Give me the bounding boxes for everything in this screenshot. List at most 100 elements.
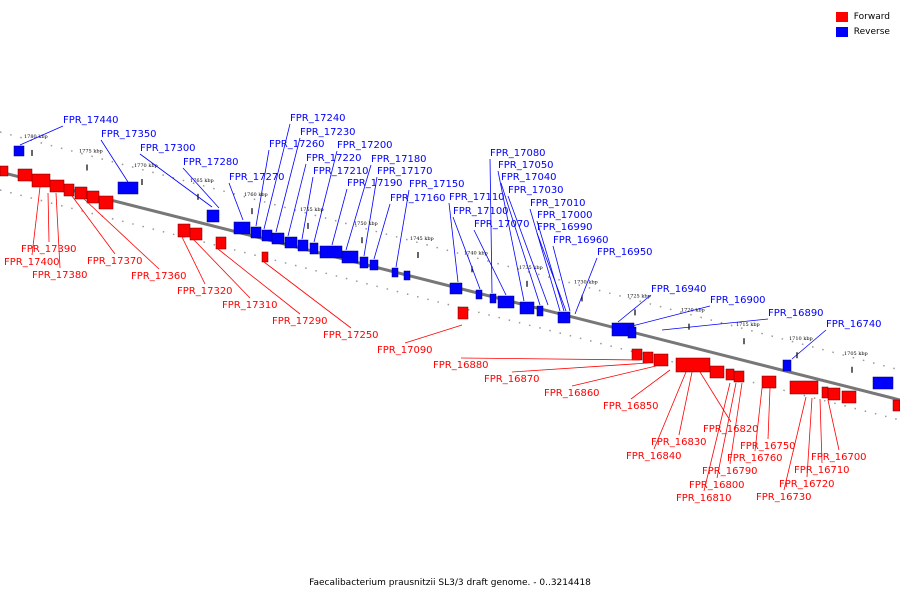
forward-gene-feature xyxy=(841,390,857,404)
reverse-gene-label: FPR_17350 xyxy=(101,129,157,140)
reverse-gene-leader xyxy=(473,229,507,296)
tick-label: 1740 kbp xyxy=(464,250,488,256)
reverse-gene-feature xyxy=(391,267,399,278)
legend-reverse-label: Reverse xyxy=(853,26,890,37)
tick-label: 1765 kbp xyxy=(190,178,214,184)
reverse-gene-label: FPR_16940 xyxy=(651,284,707,295)
forward-gene-feature xyxy=(189,227,203,241)
reverse-gene-feature xyxy=(261,229,273,242)
reverse-gene-leader xyxy=(452,216,481,290)
legend-forward: Forward xyxy=(835,9,890,24)
reverse-gene-feature xyxy=(271,232,285,245)
forward-gene-label: FPR_16700 xyxy=(811,452,867,463)
forward-gene-leader xyxy=(31,186,41,256)
tick-label: 1775 kbp xyxy=(79,148,103,154)
reverse-gene-feature xyxy=(475,289,483,300)
reverse-gene-feature xyxy=(403,270,411,281)
reverse-gene-label: FPR_16990 xyxy=(537,222,593,233)
forward-gene-leader xyxy=(783,396,807,491)
forward-gene-feature xyxy=(642,351,654,364)
reverse-gene-feature xyxy=(519,301,535,315)
reverse-gene-leader xyxy=(529,208,561,312)
reverse-gene-label: FPR_17150 xyxy=(409,179,465,190)
reverse-gene-leader xyxy=(313,150,338,243)
reverse-gene-label: FPR_16960 xyxy=(553,235,609,246)
tick-label: 1780 kbp xyxy=(24,134,48,140)
reverse-gene-label: FPR_17010 xyxy=(530,198,586,209)
forward-swatch xyxy=(835,11,848,22)
tick-label: 1705 kbp xyxy=(844,351,868,357)
forward-gene-feature xyxy=(892,399,900,412)
reverse-gene-label: FPR_17440 xyxy=(63,115,119,126)
reverse-gene-leader xyxy=(536,220,565,312)
forward-gene-label: FPR_17400 xyxy=(4,257,60,268)
reverse-gene-label: FPR_17170 xyxy=(377,166,433,177)
forward-gene-label: FPR_16790 xyxy=(702,466,758,477)
forward-gene-feature xyxy=(261,251,269,263)
forward-gene-leader xyxy=(193,239,251,299)
reverse-gene-label: FPR_17270 xyxy=(229,172,285,183)
forward-gene-leader xyxy=(47,192,50,243)
reverse-gene-feature xyxy=(369,259,379,271)
forward-gene-feature xyxy=(0,165,9,177)
reverse-gene-label: FPR_16740 xyxy=(826,319,882,330)
forward-gene-label: FPR_17290 xyxy=(272,316,328,327)
forward-gene-leader xyxy=(571,365,657,387)
reverse-gene-feature xyxy=(536,305,544,317)
reverse-gene-leader xyxy=(228,182,244,221)
reverse-swatch xyxy=(835,26,848,37)
forward-gene-leader xyxy=(767,387,771,440)
reverse-gene-feature xyxy=(284,236,298,249)
reverse-gene-leader xyxy=(552,245,571,312)
reverse-gene-label: FPR_17220 xyxy=(306,153,362,164)
forward-gene-label: FPR_16880 xyxy=(433,360,489,371)
forward-gene-label: FPR_17250 xyxy=(323,330,379,341)
reverse-gene-feature xyxy=(297,239,309,252)
tick-label: 1735 kbp xyxy=(519,265,543,271)
forward-gene-leader xyxy=(511,362,649,373)
forward-gene-leader xyxy=(754,387,763,452)
tick-label: 1750 kbp xyxy=(354,221,378,227)
reverse-gene-feature xyxy=(497,295,515,309)
reverse-gene-leader xyxy=(791,329,827,360)
reverse-gene-label: FPR_16890 xyxy=(768,308,824,319)
forward-gene-label: FPR_16720 xyxy=(779,479,835,490)
forward-gene-feature xyxy=(709,365,725,379)
forward-gene-leader xyxy=(678,371,693,436)
forward-gene-label: FPR_17380 xyxy=(32,270,88,281)
forward-gene-feature xyxy=(74,186,88,200)
forward-gene-feature xyxy=(215,236,227,250)
forward-gene-feature xyxy=(761,375,777,389)
forward-gene-leader xyxy=(653,371,687,450)
forward-gene-leader xyxy=(263,261,352,329)
forward-gene-label: FPR_16710 xyxy=(794,465,850,476)
reverse-gene-label: FPR_17280 xyxy=(183,157,239,168)
forward-gene-leader xyxy=(729,382,743,465)
reverse-gene-leader xyxy=(507,195,549,306)
reverse-gene-leader xyxy=(19,125,64,146)
reverse-gene-label: FPR_17200 xyxy=(337,140,393,151)
reverse-gene-leader xyxy=(489,158,493,294)
reverse-gene-label: FPR_17110 xyxy=(449,192,505,203)
reverse-gene-leader xyxy=(287,163,307,237)
reverse-gene-feature xyxy=(359,256,369,269)
tick-label: 1760 kbp xyxy=(244,192,268,198)
reverse-gene-label: FPR_17210 xyxy=(313,166,369,177)
reverse-gene-feature xyxy=(117,181,139,195)
forward-gene-feature xyxy=(98,195,114,210)
forward-gene-leader xyxy=(806,397,813,478)
tick-label: 1715 kbp xyxy=(736,322,760,328)
reverse-gene-feature xyxy=(309,242,319,255)
reverse-gene-feature xyxy=(489,293,497,304)
forward-gene-leader xyxy=(460,357,641,361)
forward-gene-feature xyxy=(457,306,469,320)
tick-label: 1725 kbp xyxy=(627,293,651,299)
reverse-gene-leader xyxy=(182,167,220,209)
reverse-gene-feature xyxy=(13,145,25,157)
reverse-gene-leader xyxy=(617,294,652,323)
forward-gene-feature xyxy=(821,386,829,399)
tick-label: 1745 kbp xyxy=(410,236,434,242)
forward-gene-label: FPR_16760 xyxy=(727,453,783,464)
